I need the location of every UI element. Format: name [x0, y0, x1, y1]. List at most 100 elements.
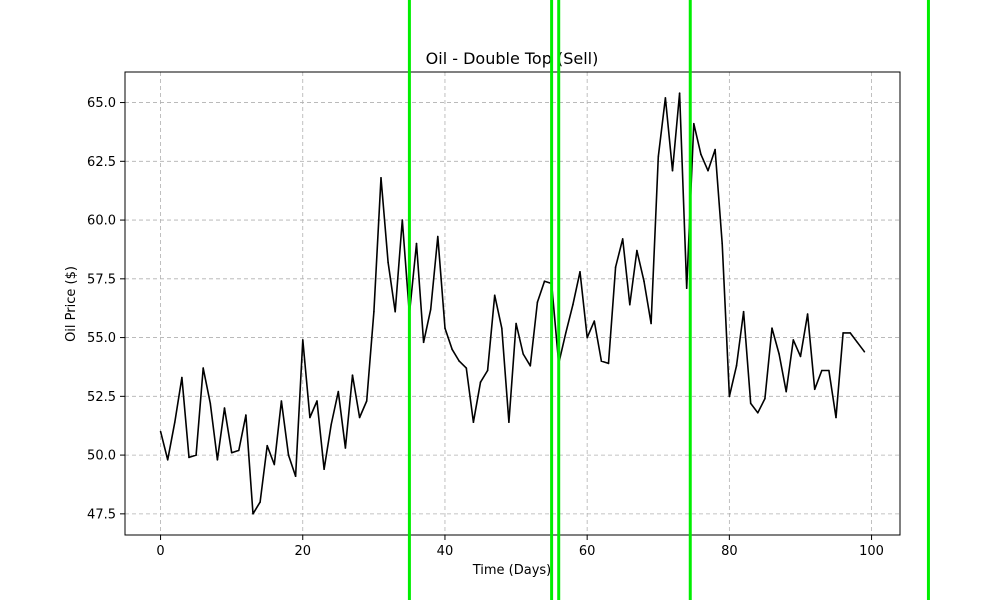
price-point — [280, 400, 283, 402]
price-point — [493, 294, 496, 297]
y-tick-label: 52.5 — [87, 390, 116, 405]
price-point — [166, 459, 169, 461]
price-point — [821, 369, 823, 372]
price-point — [764, 397, 766, 400]
price-point — [415, 242, 418, 245]
price-point — [422, 341, 425, 344]
price-point — [621, 238, 624, 240]
price-point — [195, 454, 197, 456]
price-point — [778, 353, 780, 355]
chart-title: Oil - Double Top (Sell) — [426, 49, 599, 68]
price-point — [614, 266, 617, 268]
price-point — [437, 235, 439, 238]
price-point — [302, 339, 304, 341]
plot-frame — [124, 71, 901, 536]
price-point — [593, 320, 596, 322]
price-point — [351, 374, 354, 377]
price-point — [245, 414, 247, 416]
vertical-lines — [407, 0, 930, 600]
price-point — [849, 332, 851, 334]
price-point — [728, 395, 731, 398]
price-point — [863, 350, 866, 353]
price-point — [650, 322, 652, 325]
x-tick-label: 60 — [579, 544, 596, 559]
price-point — [465, 367, 468, 369]
price-point — [486, 369, 489, 372]
price-point — [785, 390, 787, 393]
price-point — [181, 376, 183, 379]
price-point — [835, 416, 837, 419]
price-point — [586, 336, 588, 339]
y-axis-label: Oil Price ($) — [64, 266, 79, 342]
price-point — [508, 421, 510, 424]
price-point — [657, 155, 660, 158]
price-point — [742, 310, 745, 313]
x-tick-label: 80 — [721, 544, 738, 559]
price-point — [401, 219, 404, 221]
y-tick-label: 60.0 — [87, 214, 116, 229]
price-point — [394, 310, 397, 313]
price-point — [671, 169, 674, 172]
x-axis-label: Time (Days) — [472, 563, 552, 578]
price-point — [266, 444, 269, 447]
price-point — [294, 475, 297, 478]
price-point — [259, 501, 261, 503]
price-point — [842, 332, 844, 334]
y-tick-label: 57.5 — [87, 272, 116, 287]
price-point — [316, 400, 318, 402]
x-tick-label: 40 — [437, 544, 454, 559]
price-point — [529, 365, 532, 367]
price-point — [600, 360, 603, 362]
price-point — [451, 348, 453, 351]
y-tick-label: 62.5 — [87, 155, 116, 170]
price-point — [757, 412, 759, 414]
series-layer — [159, 92, 866, 515]
price-point — [337, 390, 340, 393]
price-point — [565, 332, 567, 334]
price-point — [501, 327, 503, 330]
price-point — [771, 327, 773, 330]
price-point — [458, 360, 461, 362]
price-point — [159, 430, 162, 433]
x-tick-label: 20 — [294, 544, 311, 559]
price-point — [216, 459, 219, 461]
price-point — [323, 468, 325, 471]
price-point — [856, 341, 859, 344]
price-point — [799, 355, 802, 358]
price-point — [444, 327, 446, 330]
price-point — [536, 301, 539, 304]
price-point — [579, 271, 581, 273]
price-point — [252, 513, 254, 515]
price-point — [358, 416, 361, 419]
price-point — [735, 365, 738, 367]
price-point — [202, 367, 204, 369]
price-point — [813, 388, 816, 391]
price-point — [522, 353, 524, 355]
price-point — [685, 287, 688, 290]
price-point — [330, 423, 333, 426]
price-point — [365, 400, 368, 402]
price-point — [429, 308, 432, 311]
price-point — [749, 402, 752, 405]
price-point — [572, 303, 574, 306]
x-tick-label: 0 — [156, 544, 164, 559]
price-point — [387, 261, 389, 264]
price-point — [543, 280, 546, 283]
price-point — [792, 339, 795, 341]
price-point — [664, 97, 667, 99]
price-point — [721, 242, 723, 245]
price-point — [223, 407, 226, 409]
price-point — [472, 421, 475, 424]
price-point — [714, 148, 716, 151]
price-point — [287, 454, 290, 456]
price-point — [629, 303, 631, 306]
y-tick-label: 50.0 — [87, 449, 116, 464]
price-point — [700, 153, 702, 156]
price-point — [373, 310, 375, 313]
price-point — [209, 402, 212, 405]
price-point — [806, 313, 809, 315]
y-tick-label: 47.5 — [87, 507, 116, 522]
price-point — [636, 249, 638, 252]
